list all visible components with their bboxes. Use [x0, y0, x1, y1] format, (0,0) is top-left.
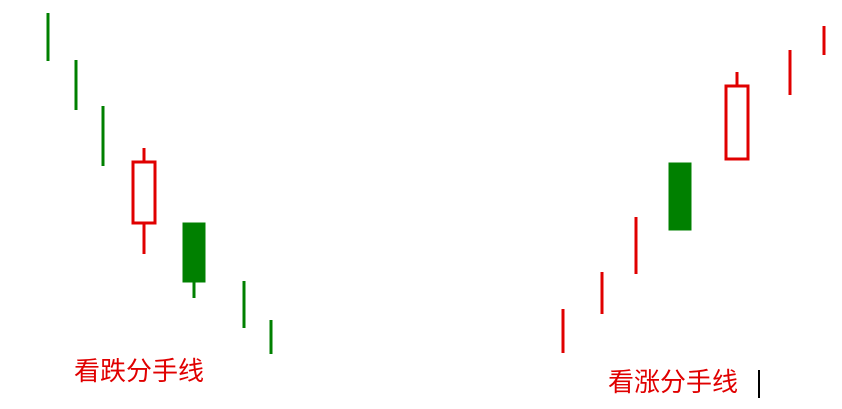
candle-body	[724, 84, 750, 161]
candle-bearish-5	[182, 222, 206, 298]
bullish-separating-lines-caption: 看涨分手线	[608, 368, 739, 398]
bearish-separating-lines-caption: 看跌分手线	[74, 357, 205, 387]
candle-body	[131, 160, 157, 225]
candle-body	[668, 162, 692, 231]
candle-body	[182, 222, 206, 283]
candle-bearish-4	[131, 148, 157, 254]
bullish-candles	[561, 26, 826, 353]
candle-bullish-5	[724, 72, 750, 161]
candle-bullish-4	[668, 162, 692, 231]
bearish-candles	[46, 13, 273, 354]
text-cursor	[758, 370, 760, 398]
